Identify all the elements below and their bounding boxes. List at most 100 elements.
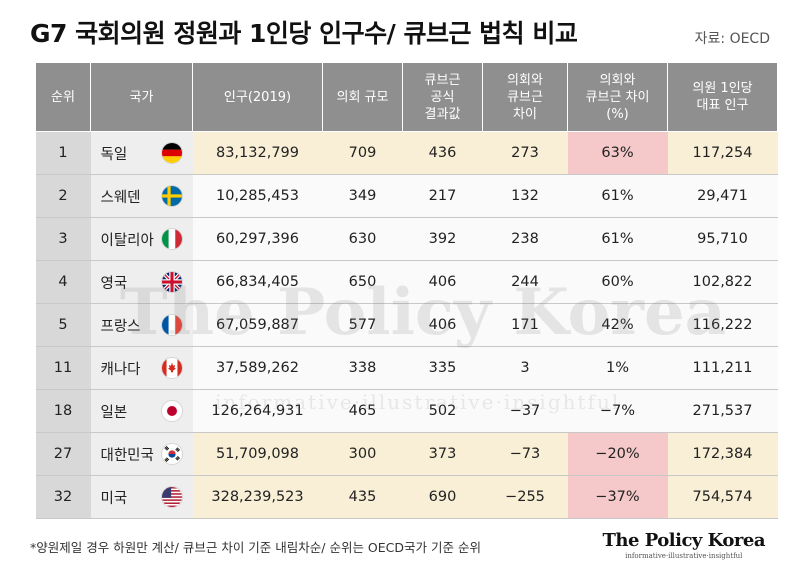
logo-tagline: informative·illustrative·insightful	[625, 552, 743, 560]
column-header-population: 인구(2019)	[192, 62, 323, 132]
table-row: 18 일본 126,264,931 465 502 −37 −7% 271,537	[35, 389, 778, 433]
cell-pct: −37%	[567, 475, 668, 519]
cell-diff: −37	[482, 389, 568, 433]
usa-flag-icon	[160, 486, 183, 508]
cell-per: 754,574	[667, 475, 778, 519]
cell-population: 51,709,098	[192, 432, 323, 476]
table-row: 11 캐나다 37,589,262 338 335 3 1% 111,211	[35, 346, 778, 390]
country-name: 일본	[100, 404, 128, 421]
table-row: 3 이탈리아 60,297,396 630 392 238 61% 95,710	[35, 217, 778, 261]
cell-diff: 132	[482, 174, 568, 218]
column-header-diff: 의회와 큐브근 차이	[482, 62, 568, 132]
column-header-parliament: 의회 규모	[322, 62, 403, 132]
cell-diff: −73	[482, 432, 568, 476]
cell-country: 프랑스	[90, 303, 193, 347]
cell-rank: 2	[35, 174, 91, 218]
cell-country: 이탈리아	[90, 217, 193, 261]
cell-population: 328,239,523	[192, 475, 323, 519]
cell-parliament: 709	[322, 131, 403, 175]
cell-parliament: 465	[322, 389, 403, 433]
cell-rank: 5	[35, 303, 91, 347]
cell-rank: 32	[35, 475, 91, 519]
cell-country: 독일	[90, 131, 193, 175]
cell-parliament: 630	[322, 217, 403, 261]
cell-rank: 1	[35, 131, 91, 175]
table-row: 1 독일 83,132,799 709 436 273 63% 117,254	[35, 131, 778, 175]
cell-population: 126,264,931	[192, 389, 323, 433]
cell-pct: 1%	[567, 346, 668, 390]
table-header-row: 순위 국가 인구(2019) 의회 규모 큐브근 공식 결과값 의회와 큐브근 차이 의회와…	[35, 62, 778, 132]
cell-rank: 4	[35, 260, 91, 304]
cell-population: 10,285,453	[192, 174, 323, 218]
cell-population: 37,589,262	[192, 346, 323, 390]
cell-population: 66,834,405	[192, 260, 323, 304]
country-name: 이탈리아	[100, 232, 154, 249]
cell-country: 캐나다	[90, 346, 193, 390]
country-name: 독일	[100, 146, 128, 163]
cell-per: 116,222	[667, 303, 778, 347]
cell-pct: 61%	[567, 174, 668, 218]
cell-pct: −7%	[567, 389, 668, 433]
uk-flag-icon	[160, 271, 183, 293]
table-row: 32 미국 328,239,523 435 690 −255 −37% 754,574	[35, 475, 778, 519]
cell-pct: 61%	[567, 217, 668, 261]
cell-parliament: 338	[322, 346, 403, 390]
cell-country: 대한민국	[90, 432, 193, 476]
cell-cube: 217	[402, 174, 483, 218]
cell-parliament: 577	[322, 303, 403, 347]
footnote: *양원제일 경우 하원만 계산/ 큐브근 차이 기준 내림차순/ 순위는 OEC…	[30, 540, 481, 555]
cell-cube: 406	[402, 260, 483, 304]
cell-diff: 244	[482, 260, 568, 304]
cell-diff: 273	[482, 131, 568, 175]
country-name: 대한민국	[100, 447, 154, 464]
cell-rank: 3	[35, 217, 91, 261]
cell-per: 117,254	[667, 131, 778, 175]
table-row: 5 프랑스 67,059,887 577 406 171 42% 116,222	[35, 303, 778, 347]
germany-flag-icon	[160, 142, 183, 164]
table-row: 2 스웨덴 10,285,453 349 217 132 61% 29,471	[35, 174, 778, 218]
cell-per: 29,471	[667, 174, 778, 218]
cell-parliament: 435	[322, 475, 403, 519]
cell-per: 95,710	[667, 217, 778, 261]
cell-country: 영국	[90, 260, 193, 304]
source-label: 자료: OECD	[694, 31, 770, 47]
cell-country: 스웨덴	[90, 174, 193, 218]
cell-cube: 406	[402, 303, 483, 347]
cell-parliament: 300	[322, 432, 403, 476]
japan-flag-icon	[160, 400, 183, 422]
cell-parliament: 349	[322, 174, 403, 218]
country-name: 프랑스	[100, 318, 141, 335]
table-row: 4 영국 66,834,405 650 406 244 60% 102,822	[35, 260, 778, 304]
country-name: 영국	[100, 275, 128, 292]
cell-rank: 27	[35, 432, 91, 476]
korea-flag-icon	[160, 443, 183, 465]
cell-rank: 11	[35, 346, 91, 390]
canada-flag-icon	[160, 357, 183, 379]
brand-logo: The Policy Korea informative·illustrativ…	[602, 530, 766, 560]
column-header-pct: 의회와 큐브근 차이 (%)	[567, 62, 668, 132]
sweden-flag-icon	[160, 185, 183, 207]
cell-country: 일본	[90, 389, 193, 433]
cell-diff: −255	[482, 475, 568, 519]
cell-cube: 335	[402, 346, 483, 390]
page-title: G7 국회의원 정원과 1인당 인구수/ 큐브근 법칙 비교	[30, 19, 578, 48]
cell-diff: 238	[482, 217, 568, 261]
column-header-per: 의원 1인당 대표 인구	[667, 62, 778, 132]
cell-population: 83,132,799	[192, 131, 323, 175]
cell-population: 60,297,396	[192, 217, 323, 261]
cell-pct: −20%	[567, 432, 668, 476]
cell-per: 111,211	[667, 346, 778, 390]
logo-text: The Policy Korea	[602, 530, 766, 551]
country-name: 스웨덴	[100, 189, 141, 206]
country-name: 미국	[100, 490, 128, 507]
italy-flag-icon	[160, 228, 183, 250]
cell-pct: 42%	[567, 303, 668, 347]
cell-cube: 502	[402, 389, 483, 433]
column-header-cube: 큐브근 공식 결과값	[402, 62, 483, 132]
cell-country: 미국	[90, 475, 193, 519]
comparison-table: 순위 국가 인구(2019) 의회 규모 큐브근 공식 결과값 의회와 큐브근 차이 의회와…	[35, 62, 778, 519]
cell-cube: 436	[402, 131, 483, 175]
country-name: 캐나다	[100, 361, 141, 378]
cell-diff: 171	[482, 303, 568, 347]
cell-parliament: 650	[322, 260, 403, 304]
